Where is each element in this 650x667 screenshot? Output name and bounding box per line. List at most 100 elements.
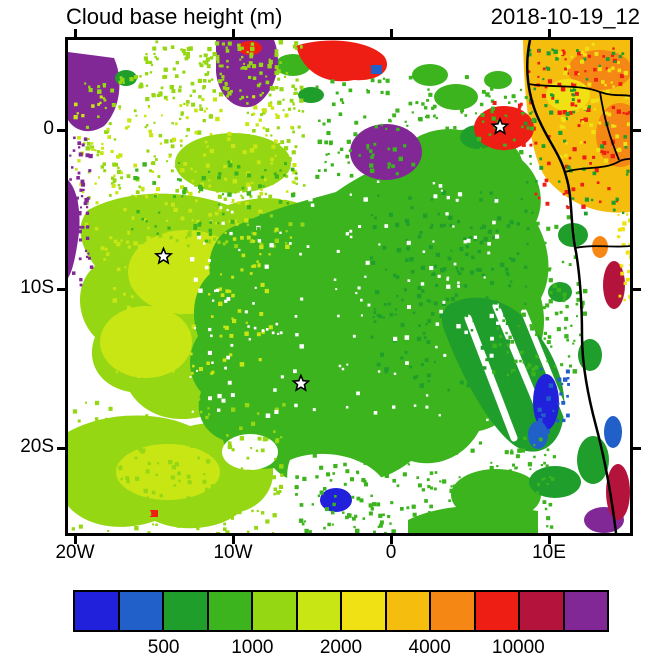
speckle-yg-topleft [188, 230, 192, 234]
speckle-yg-bottomleft [80, 429, 83, 432]
speckle-yg-bottomleft [228, 499, 232, 503]
speckle-ch-topleft [99, 151, 104, 155]
speckle-yg-topedge [203, 53, 208, 58]
speckle-ch-topleft [218, 208, 222, 212]
speckle-white-texture [277, 332, 280, 335]
speckle-green-bottom [319, 465, 324, 470]
speckle-white-texture [494, 234, 500, 239]
speckle-dg-gold [566, 165, 571, 170]
speckle-yg-topleft [149, 169, 152, 173]
speckle-ch-topleft [107, 135, 112, 139]
speckle-dg-interior [479, 226, 483, 230]
speckle-yg-bottomleft [94, 447, 97, 450]
speckle-purple-leftedge [79, 278, 83, 282]
speckle-white-texture [313, 188, 316, 192]
speckle-green-coast [519, 350, 524, 355]
speckle-green-upper [329, 140, 333, 145]
speckle-yellow-gold [623, 70, 628, 76]
speckle-red-gold [607, 187, 611, 191]
speckle-red-island [521, 142, 526, 147]
speckle-yg-bottomleft [147, 512, 152, 516]
speckle-yg-bottomleft [197, 456, 200, 460]
speckle-yg-bottomleft [126, 479, 130, 484]
speckle-red-island [517, 103, 522, 108]
speckle-dg-gold [570, 87, 575, 92]
speckle-green-bottom [345, 515, 349, 520]
speckle-green-bottom [529, 468, 532, 471]
speckle-green-coast [570, 324, 573, 327]
speckle-yg-bottomleft [117, 495, 121, 499]
speckle-yg-bottomleft [178, 479, 181, 483]
speckle-dg-gold [533, 87, 537, 91]
map-area [65, 37, 633, 536]
speckle-yg-bottomleft [152, 523, 155, 526]
speckle-yg-topleft [114, 163, 118, 167]
speckle-green-bottom [327, 522, 331, 527]
speckle-green-upper [476, 136, 482, 142]
speckle-green-upper [526, 126, 530, 130]
speckle-green-lefttrans [133, 176, 138, 181]
speckle-green-bottom [379, 520, 384, 525]
speckle-green-lefttrans [242, 227, 246, 231]
speckle-yg-topleft [129, 233, 134, 238]
speckle-green-bottom [308, 530, 312, 533]
speckle-ch-topleft [190, 167, 193, 171]
speckle-ch-topleft [185, 116, 189, 120]
speckle-green-bottom [549, 525, 554, 529]
speckle-dg-interior [374, 216, 377, 220]
darkgreen-topleft-dot [115, 70, 137, 86]
speckle-yg-topedge [268, 59, 273, 65]
speckle-yellow-gold [583, 52, 587, 57]
speckle-white-texture [425, 394, 429, 397]
speckle-white-texture [345, 232, 349, 236]
speckle-green-bottom [325, 507, 329, 512]
speckle-dg-interior [511, 257, 516, 262]
speckle-dg-interior [516, 252, 520, 255]
speckle-purple-leftedge [78, 146, 81, 149]
speckle-yg-bottomleft [72, 409, 78, 414]
country-border-3 [574, 245, 630, 249]
speckle-yg-bottomleft [238, 510, 242, 515]
speckle-green-bottom [459, 513, 462, 517]
speckle-yg-bottomleft [157, 462, 160, 465]
speckle-yg-topleft [221, 181, 224, 184]
speckle-yellow-gold [591, 130, 596, 135]
speckle-yg-topedge [295, 78, 299, 82]
speckle-ch-topleft [232, 179, 237, 184]
speckle-ch-leftflank [131, 328, 134, 331]
speckle-green-upper [503, 95, 507, 99]
speckle-green-upper [398, 156, 403, 162]
speckle-green-upper [353, 132, 358, 137]
speckle-green-upper [432, 104, 437, 109]
speckle-yg-topleft [249, 240, 253, 244]
speckle-red-gold [610, 153, 615, 159]
speckle-green-lefttrans [246, 205, 252, 210]
speckle-green-coast [515, 284, 520, 289]
speckle-ch-topleft [179, 104, 183, 107]
speckle-yg-topedge [237, 43, 241, 48]
speckle-green-bottom [370, 494, 373, 498]
speckle-green-lefttrans [222, 212, 225, 216]
speckle-yg-topleft [88, 85, 91, 89]
speckle-green-bottom [548, 502, 553, 507]
speckle-green-upper [370, 155, 374, 159]
speckle-green-upper [504, 114, 508, 118]
speckle-yg-bottomleft [194, 444, 198, 448]
speckle-dg-interior [387, 302, 391, 306]
speckle-green-upper [396, 127, 400, 131]
speckle-dg-interior [395, 308, 398, 311]
speckle-ch-topleft [126, 240, 130, 244]
speckle-white-texture [274, 409, 279, 414]
y-tick-left [57, 446, 65, 450]
speckle-dg-interior [421, 289, 425, 293]
speckle-red-gold [537, 75, 540, 78]
colorbar-cell-1 [119, 592, 164, 630]
speckle-yg-topleft [85, 146, 90, 151]
speckle-dg-gold [550, 93, 553, 97]
speckle-green-bottom [359, 457, 365, 463]
speckle-green-bottom [348, 440, 353, 445]
speckle-green-bottom [544, 507, 548, 511]
speckle-green-upper [324, 160, 327, 164]
x-axis-label: 20W [55, 542, 95, 563]
speckle-white-texture [358, 225, 362, 228]
